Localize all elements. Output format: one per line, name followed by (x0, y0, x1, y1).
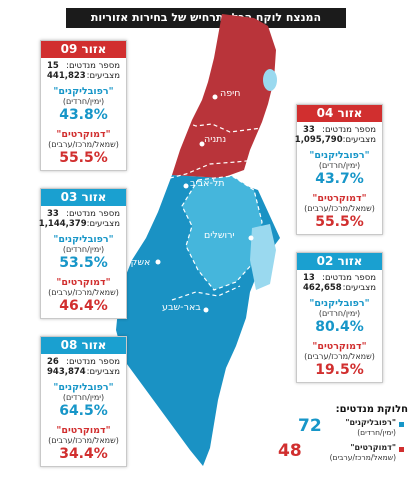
city-haifa: חיפה (220, 88, 241, 99)
seats-label: מספר מנדטים: (322, 125, 376, 135)
voters-label: מצביעים: (86, 219, 120, 229)
seats-label: מספר מנדטים: (66, 357, 120, 367)
legend-row-republicans: 72 "רפובליקנים" (ימין/חרדים) (268, 418, 408, 440)
city-jerusalem: ירושלים (204, 230, 235, 241)
jerusalem-dot (248, 235, 254, 241)
city-beersheva: באר-שבע (162, 302, 201, 313)
democrats-label: "דמוקרטים" (56, 129, 111, 140)
dead-sea (250, 224, 276, 290)
democrats-desc: (שמאל/מרכז/ערבים) (329, 453, 396, 462)
democrats-label: "דמוקרטים" (56, 277, 111, 288)
west-bank-outline (181, 175, 263, 291)
democrats-pct: 19.5% (315, 362, 364, 378)
democrats-name: "דמוקרטים" (350, 443, 396, 452)
legend-row-democrats: 48 "דמוקרטים" (שמאל/מרכז/ערבים) (268, 443, 408, 465)
legend-title: חלוקת מנדטים: (335, 404, 408, 415)
region-title: אזור 08 (41, 337, 126, 354)
democrats-sub: (שמאל/מרכז/ערבים) (48, 288, 119, 297)
region-title: אזור 09 (41, 41, 126, 58)
northern-region-shape (172, 14, 276, 178)
seats-value: 33 (303, 125, 315, 135)
region-08-card: אזור 08 מספר מנדטים: 26 מצביעים: 943,874 "… (40, 336, 127, 467)
republicans-pct: 53.5% (59, 255, 108, 271)
republicans-sub: (ימין/חרדים) (62, 97, 105, 106)
republicans-pct: 43.7% (315, 171, 364, 187)
voters-value: 1,095,790 (294, 135, 343, 145)
region-09-card: אזור 09 מספר מנדטים: 15 מצביעים: 441,823 "… (40, 40, 127, 171)
seats-value: 26 (47, 357, 59, 367)
democrats-pct: 46.4% (59, 298, 108, 314)
democrats-pct: 55.5% (59, 150, 108, 166)
republicans-pct: 64.5% (59, 403, 108, 419)
voters-label: מצביעים: (86, 367, 120, 377)
voters-label: מצביעים: (86, 71, 120, 81)
region-border-south (171, 285, 241, 301)
democrats-seat-count: 48 (278, 441, 302, 461)
republicans-label: "רפובליקנים" (309, 298, 370, 309)
republicans-seat-count: 72 (298, 416, 322, 436)
sea-of-galilee (263, 69, 277, 91)
democrats-swatch (399, 447, 404, 452)
region-03-card: אזור 03 מספר מנדטים: 33 מצביעים: 1,144,379… (38, 188, 127, 319)
region-04-card: אזור 04 מספר מנדטים: 33 מצביעים: 1,095,790… (294, 104, 383, 235)
voters-label: מצביעים: (342, 283, 376, 293)
region-title: אזור 04 (297, 105, 382, 122)
republicans-name: "רפובליקנים" (345, 418, 396, 427)
seats-label: מספר מנדטים: (66, 209, 120, 219)
telaviv-dot (183, 183, 189, 189)
seats-value: 15 (47, 61, 59, 71)
democrats-pct: 55.5% (315, 214, 364, 230)
democrats-sub: (שמאל/מרכז/ערבים) (304, 204, 375, 213)
democrats-label: "דמוקרטים" (312, 193, 367, 204)
map-title: המנצח לוקח הכל: תרחיש של בחירות אזוריות (66, 8, 346, 28)
region-title: אזור 02 (297, 253, 382, 270)
voters-label: מצביעים: (342, 135, 376, 145)
region-02-card: אזור 02 מספר מנדטים: 13 מצביעים: 462,658 "… (296, 252, 383, 383)
democrats-label: "דמוקרטים" (312, 341, 367, 352)
voters-value: 462,658 (303, 283, 342, 293)
voters-value: 1,144,379 (38, 219, 87, 229)
republicans-sub: (ימין/חרדים) (318, 309, 361, 318)
republicans-label: "רפובליקנים" (53, 234, 114, 245)
democrats-sub: (שמאל/מרכז/ערבים) (48, 140, 119, 149)
city-ashkelon: אשקלון (120, 257, 151, 268)
democrats-label: "דמוקרטים" (56, 425, 111, 436)
city-telaviv: תל-אביב (190, 178, 225, 189)
democrats-pct: 34.4% (59, 446, 108, 462)
voters-value: 441,823 (47, 71, 86, 81)
beersheva-dot (203, 307, 209, 313)
republicans-desc: (ימין/חרדים) (357, 428, 396, 437)
netanya-dot (199, 141, 205, 147)
republicans-label: "רפובליקנים" (53, 86, 114, 97)
republicans-label: "רפובליקנים" (309, 150, 370, 161)
region-border-north (179, 119, 263, 133)
city-netanya: נתניה (204, 134, 227, 145)
republicans-sub: (ימין/חרדים) (62, 245, 105, 254)
democrats-sub: (שמאל/מרכז/ערבים) (304, 352, 375, 361)
republicans-pct: 80.4% (315, 319, 364, 335)
republicans-sub: (ימין/חרדים) (62, 393, 105, 402)
seats-value: 13 (303, 273, 315, 283)
ashkelon-dot (155, 259, 161, 265)
republicans-pct: 43.8% (59, 107, 108, 123)
haifa-dot (212, 94, 218, 100)
seat-distribution-legend: חלוקת מנדטים: 72 "רפובליקנים" (ימין/חרדי… (268, 404, 408, 465)
democrats-sub: (שמאל/מרכז/ערבים) (48, 436, 119, 445)
republicans-sub: (ימין/חרדים) (318, 161, 361, 170)
seats-label: מספר מנדטים: (322, 273, 376, 283)
region-border-center (169, 159, 257, 179)
voters-value: 943,874 (47, 367, 86, 377)
seats-label: מספר מנדטים: (66, 61, 120, 71)
seats-value: 33 (47, 209, 59, 219)
republicans-label: "רפובליקנים" (53, 382, 114, 393)
region-title: אזור 03 (41, 189, 126, 206)
republicans-swatch (399, 422, 404, 427)
